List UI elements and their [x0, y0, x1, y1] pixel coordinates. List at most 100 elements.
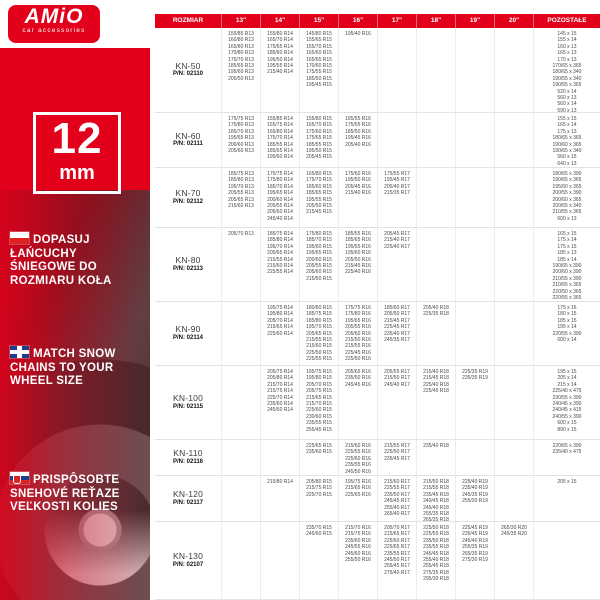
tire-size: 195/60 R15 — [306, 243, 332, 250]
tire-size: 180/80 R15 — [306, 305, 332, 311]
column-header: ROZMIAR — [155, 14, 222, 28]
tire-sizes-cell — [495, 113, 534, 167]
amio-logo: AMiO car accessories — [8, 5, 100, 43]
model-name: KN-90 — [175, 324, 201, 335]
model-cell: KN-60 P/N: 02111 — [155, 113, 222, 167]
model-name: KN-50 — [175, 60, 201, 71]
tire-size: 235/45 R18 — [423, 491, 449, 498]
tire-sizes-cell — [417, 113, 456, 167]
tire-size: 205/50 R16 — [345, 256, 371, 263]
tire-size: 225/65 R15 — [306, 443, 332, 449]
model-cell: KN-130 P/N: 02107 — [155, 522, 222, 599]
other-sizes-cell: 205 x 15 — [534, 476, 600, 521]
other-sizes-cell: 165 x 15 175 x 14 175 x 15 185 x 13 185 x 14… — [534, 228, 600, 301]
tire-size: 215/35 R17 — [384, 190, 410, 197]
tire-size: 175/55 R16 — [345, 122, 371, 129]
tire-sizes-cell: 215/60 R16 225/55 R16 225/60 R16 235/55 R16… — [339, 440, 378, 475]
tire-size: 225/45 R18 — [423, 388, 449, 395]
tire-sizes-cell: 235/70 R15 245/60 R15 — [300, 522, 339, 599]
snow-chain-wheel-photo — [0, 190, 150, 600]
model-cell: KN-80 P/N: 02113 — [155, 228, 222, 301]
tire-size: 265/35 R18 — [423, 517, 449, 521]
message-english: Match snow chains to your wheel size — [10, 346, 128, 389]
tire-size: 235/50 R18 — [423, 537, 449, 544]
tire-size: 205/45 R16 — [345, 183, 371, 190]
table-row: KN-130 P/N: 02107 235/70 R15 245/60 R15 215/… — [155, 522, 600, 600]
tire-size: 175 x 13 — [557, 128, 577, 135]
tire-size: 195/55 R14 — [267, 63, 293, 70]
tire-size: 145/80 R15 — [306, 31, 332, 37]
tire-size: 215/55 R16 — [345, 343, 371, 350]
tire-size: 215/40 R17 — [384, 237, 410, 244]
tire-size: 195/40 R16 — [345, 31, 371, 37]
part-number: P/N: 02115 — [172, 403, 204, 410]
tire-size: 190/65 x 340 — [552, 148, 582, 155]
tire-size: 180/65 x 365 — [552, 135, 582, 142]
tire-size: 205/70 R17 — [384, 525, 410, 531]
tire-size: 215/45 R18 — [423, 375, 449, 382]
tire-sizes-cell — [495, 366, 534, 439]
tire-size: 210/55 x 365 — [552, 209, 582, 216]
tire-size: 165/70 R15 — [306, 122, 332, 129]
tire-size: 890 x 15 — [557, 426, 577, 433]
tire-size: 175/65 R14 — [267, 43, 293, 50]
tire-sizes-cell — [495, 476, 534, 521]
tire-size: 240/55 x 390 — [552, 413, 582, 420]
tire-sizes-cell: 175/80 R15 185/70 R15 195/60 R15 195/65 R15… — [300, 228, 339, 301]
tire-size: 215/70 R14 — [267, 381, 293, 388]
model-cell: KN-100 P/N: 02115 — [155, 366, 222, 439]
tire-sizes-cell — [456, 228, 495, 301]
tire-size: 255/30 R19 — [462, 498, 488, 505]
model-name: KN-70 — [175, 188, 201, 199]
column-header: 19" — [456, 14, 495, 28]
tire-size: 205/60 R16 — [345, 330, 371, 337]
tire-size: 190/65 x 390 — [552, 263, 582, 270]
tire-size: 175/75 R16 — [345, 305, 371, 311]
tire-size: 275/40 R17 — [384, 569, 410, 576]
tire-size: 560 x 15 — [557, 154, 577, 161]
tire-sizes-cell: 215/60 R17 225/55 R17 235/50 R17 245/45 R17… — [378, 476, 417, 521]
tire-size: 165/80 R14 — [267, 128, 293, 135]
tire-size: 225/50 R17 — [384, 449, 410, 456]
tire-sizes-cell: 205/45 R17 215/40 R17 225/40 R17 — [378, 228, 417, 301]
tire-size: 205/80 R14 — [267, 375, 293, 382]
other-sizes-cell: 220/65 x 390 235/40 x 475 — [534, 440, 600, 475]
tire-size: 165/80 R13 — [228, 43, 254, 50]
tire-size: 205/65 R14 — [267, 250, 293, 257]
column-header: 18" — [417, 14, 456, 28]
tire-sizes-cell: 205/70 R13 — [222, 228, 261, 301]
tire-sizes-cell — [417, 168, 456, 227]
tire-sizes-cell: 195/75 R14 195/80 R14 205/70 R14 215/65 R14… — [261, 302, 300, 365]
tire-size: 215/50 R17 — [384, 375, 410, 382]
tire-size: 225/45 R17 — [384, 324, 410, 331]
tire-size: 235/60 R16 — [345, 537, 371, 544]
tire-size: 215/65 R16 — [345, 485, 371, 492]
tire-sizes-cell — [222, 366, 261, 439]
tire-size: 165 x 15 — [557, 231, 577, 237]
tire-size: 185/60 R17 — [384, 305, 410, 311]
tire-size: 175/60 R16 — [345, 171, 371, 177]
tire-size: 185/75 R15 — [306, 311, 332, 318]
tire-size: 215/45 R17 — [384, 317, 410, 324]
tire-size: 195/80 R14 — [267, 311, 293, 318]
tire-size: 195/75 R16 — [345, 479, 371, 485]
tire-size: 180 x 15 — [557, 311, 577, 318]
tire-sizes-cell: 185/75 R13 185/80 R13 195/70 R13 205/55 R13… — [222, 168, 261, 227]
tire-sizes-cell — [417, 228, 456, 301]
tire-size: 215/50 R15 — [306, 275, 332, 282]
tire-size: 600 x 13 — [557, 215, 577, 222]
tire-size: 185/80 R15 — [306, 317, 332, 324]
tire-size: 195/65 R15 — [306, 250, 332, 257]
tire-sizes-cell: 175/75 R14 175/80 R14 185/70 R14 195/65 R14… — [261, 168, 300, 227]
tire-size: 185/70 R14 — [267, 183, 293, 190]
tire-size: 590 x 13 — [557, 107, 577, 112]
tire-size: 225/45 R16 — [345, 349, 371, 356]
tire-size: 205/60 R15 — [306, 269, 332, 276]
tire-size: 210/55 x 390 — [552, 275, 582, 282]
tire-size: 175 x 16 — [557, 305, 577, 311]
slovakia-flag-icon — [10, 472, 29, 484]
tire-sizes-cell: 215/70 R16 215/75 R16 235/60 R16 245/55 R16… — [339, 522, 378, 599]
tire-sizes-cell: 165/80 R15 175/70 R15 185/60 R15 185/65 R15… — [300, 168, 339, 227]
tire-size: 245/35 R20 — [501, 531, 527, 538]
column-header: 13" — [222, 14, 261, 28]
